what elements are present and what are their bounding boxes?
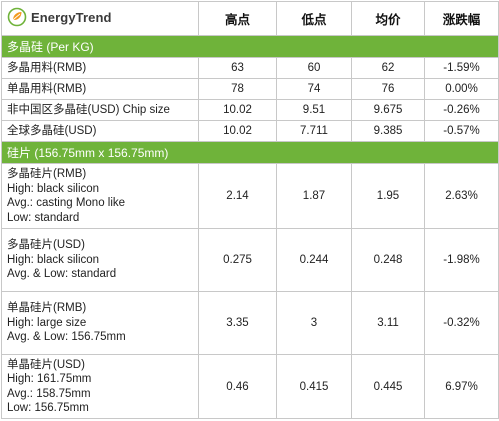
col-header-avg: 均价 <box>351 1 425 36</box>
cell-avg: 0.248 <box>351 228 425 292</box>
row-label-line: High: black silicon <box>7 182 100 195</box>
cell-low: 0.415 <box>276 354 352 419</box>
section-header-wafer: 硅片 (156.75mm x 156.75mm) <box>1 141 499 164</box>
cell-change: -1.98% <box>424 228 499 292</box>
row-label-line: High: 161.75mm <box>7 373 92 385</box>
row-label-line: Avg. & Low: standard <box>7 268 117 281</box>
row-label: 单晶用料(RMB) <box>1 78 199 100</box>
table-row: 单晶硅片(RMB) High: large size Avg. & Low: 1… <box>1 291 499 355</box>
cell-high: 63 <box>198 57 277 79</box>
col-header-low: 低点 <box>276 1 352 36</box>
section-title: 硅片 (156.75mm x 156.75mm) <box>1 141 499 164</box>
cell-low: 9.51 <box>276 99 352 121</box>
row-label: 全球多晶硅(USD) <box>1 120 199 142</box>
cell-change: 2.63% <box>424 163 499 229</box>
cell-high: 2.14 <box>198 163 277 229</box>
col-header-high: 高点 <box>198 1 277 36</box>
cell-avg: 62 <box>351 57 425 79</box>
cell-high: 3.35 <box>198 291 277 355</box>
row-label: 多晶硅片(USD) High: black silicon Avg. & Low… <box>1 228 199 292</box>
cell-low: 1.87 <box>276 163 352 229</box>
cell-low: 3 <box>276 291 352 355</box>
logo-text: EnergyTrend <box>31 9 112 25</box>
cell-avg: 9.385 <box>351 120 425 142</box>
cell-high: 10.02 <box>198 120 277 142</box>
row-label-line: Avg. & Low: 156.75mm <box>7 331 126 344</box>
table-row: 单晶用料(RMB) 78 74 76 0.00% <box>1 78 499 100</box>
section-header-polysilicon: 多晶硅 (Per KG) <box>1 35 499 58</box>
cell-change: -0.32% <box>424 291 499 355</box>
cell-avg: 9.675 <box>351 99 425 121</box>
row-label-line: Low: 156.75mm <box>7 402 89 414</box>
table-row: 多晶硅片(RMB) High: black silicon Avg.: cast… <box>1 163 499 229</box>
cell-avg: 0.445 <box>351 354 425 419</box>
row-label-line: 多晶硅片(USD) <box>7 239 85 252</box>
cell-high: 0.275 <box>198 228 277 292</box>
energytrend-logo: EnergyTrend <box>7 7 112 27</box>
table-row: 多晶硅片(USD) High: black silicon Avg. & Low… <box>1 228 499 292</box>
row-label-line: 单晶硅片(USD) <box>7 358 85 371</box>
row-label-line: Avg.: 158.75mm <box>7 387 91 400</box>
cell-change: 0.00% <box>424 78 499 100</box>
table-row: 全球多晶硅(USD) 10.02 7.711 9.385 -0.57% <box>1 120 499 142</box>
header-row: EnergyTrend 高点 低点 均价 涨跌幅 <box>1 1 499 36</box>
row-label-line: High: black silicon <box>7 253 100 266</box>
cell-change: 6.97% <box>424 354 499 419</box>
cell-avg: 1.95 <box>351 163 425 229</box>
cell-avg: 3.11 <box>351 291 425 355</box>
cell-avg: 76 <box>351 78 425 100</box>
cell-low: 0.244 <box>276 228 352 292</box>
cell-change: -1.59% <box>424 57 499 79</box>
cell-low: 74 <box>276 78 352 100</box>
cell-low: 60 <box>276 57 352 79</box>
row-label-line: 单晶硅片(RMB) <box>7 302 87 315</box>
cell-high: 10.02 <box>198 99 277 121</box>
row-label: 单晶硅片(RMB) High: large size Avg. & Low: 1… <box>1 291 199 355</box>
logo-cell: EnergyTrend <box>1 1 199 36</box>
row-label: 多晶硅片(RMB) High: black silicon Avg.: cast… <box>1 163 199 229</box>
row-label-line: Avg.: casting Mono like <box>7 197 126 209</box>
cell-high: 78 <box>198 78 277 100</box>
cell-low: 7.711 <box>276 120 352 142</box>
table-row: 非中国区多晶硅(USD) Chip size 10.02 9.51 9.675 … <box>1 99 499 121</box>
cell-high: 0.46 <box>198 354 277 419</box>
cell-change: -0.57% <box>424 120 499 142</box>
row-label-line: Low: standard <box>7 211 80 224</box>
row-label-line: 多晶硅片(RMB) <box>7 168 87 180</box>
col-header-change: 涨跌幅 <box>424 1 499 36</box>
table-row: 多晶用料(RMB) 63 60 62 -1.59% <box>1 57 499 79</box>
energytrend-leaf-icon <box>7 7 27 27</box>
row-label: 单晶硅片(USD) High: 161.75mm Avg.: 158.75mm … <box>1 354 199 419</box>
row-label: 多晶用料(RMB) <box>1 57 199 79</box>
row-label: 非中国区多晶硅(USD) Chip size <box>1 99 199 121</box>
section-title: 多晶硅 (Per KG) <box>1 35 499 58</box>
table-row: 单晶硅片(USD) High: 161.75mm Avg.: 158.75mm … <box>1 354 499 419</box>
cell-change: -0.26% <box>424 99 499 121</box>
row-label-line: High: large size <box>7 316 87 329</box>
